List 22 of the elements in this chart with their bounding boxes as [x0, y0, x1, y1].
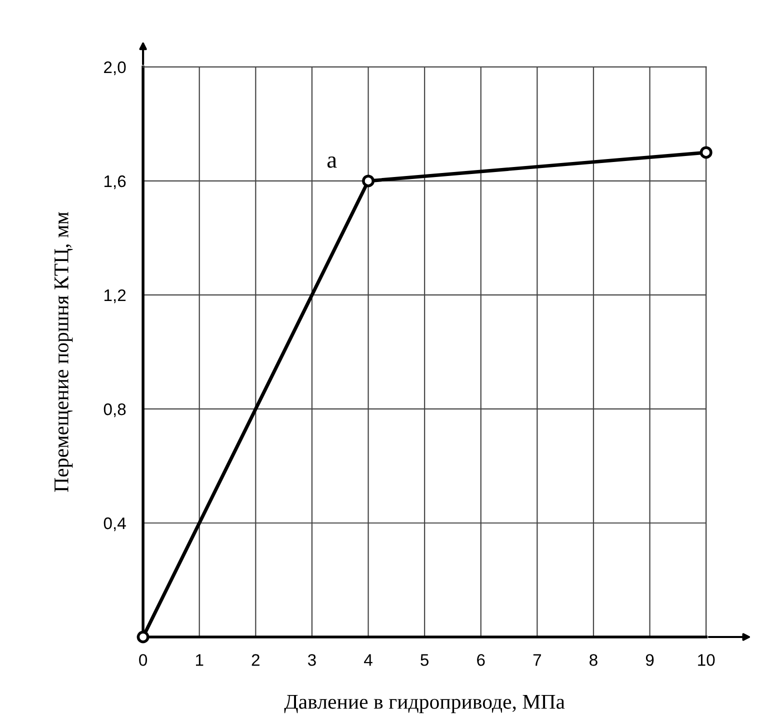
y-tick-label: 1,6: [104, 175, 126, 190]
point: [700, 146, 712, 159]
y-axis-title: Перемещение поршня КТЦ, мм: [54, 212, 73, 492]
x-tick-label: 4: [364, 654, 372, 666]
x-tick-label: 3: [308, 654, 316, 666]
x-tick-label: 0: [139, 654, 148, 666]
x-tick-label: 10: [698, 654, 715, 666]
x-tick-label: 5: [420, 654, 429, 666]
x-tick-label: 8: [590, 654, 598, 666]
x-tick-label: 6: [477, 654, 485, 666]
y-tick-label: 2,0: [104, 61, 126, 76]
y-tick-label: 1,2: [104, 289, 126, 304]
x-tick-label: 9: [646, 654, 654, 666]
y-tick-label: 0,8: [104, 403, 126, 418]
x-tick-label: 1: [196, 654, 204, 666]
point: [362, 174, 375, 188]
y-tick-label: 0,4: [104, 517, 126, 532]
point: [136, 630, 150, 644]
x-tick-label: 2: [252, 654, 260, 666]
x-tick-label: 7: [533, 654, 541, 666]
annotation: a: [327, 156, 337, 168]
x-axis-title: Давление в гидроприводе, МПа: [284, 695, 565, 714]
